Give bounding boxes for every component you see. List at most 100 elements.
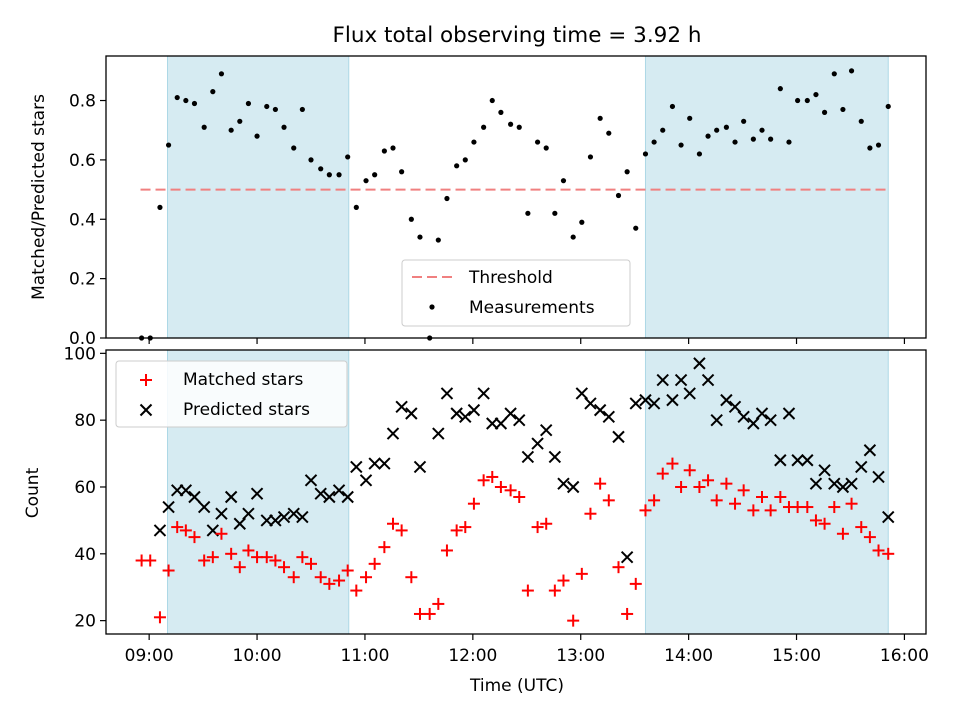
predicted-star-point [432,427,445,440]
matched-star-point [594,477,607,490]
top-y-tick-label: 0.6 [69,151,96,171]
top-y-tick-label: 0.8 [69,92,96,112]
measurement-point [552,210,558,216]
predicted-star-point [639,393,652,407]
x-axis-label: Time (UTC) [469,676,564,696]
predicted-star-point [233,517,246,530]
measurement-point [560,178,567,184]
predicted-star-point [250,487,264,500]
matched-star-point [656,467,669,480]
matched-star-point [341,564,354,577]
matched-star-point [602,494,615,507]
matched-star-point [557,574,570,587]
matched-star-point [287,571,300,584]
matched-star-point [494,480,507,493]
matched-star-point [504,484,517,497]
measurement-point [678,142,684,148]
matched-star-point [756,491,768,504]
bottom-y-tick-label: 60 [74,478,96,498]
measurement-point [768,136,774,142]
measurement-point [390,145,396,151]
measurement-point [336,172,342,178]
predicted-star-point [287,507,300,520]
measurement-point [417,234,423,240]
predicted-star-point [782,407,796,420]
top-panel: 0.00.20.40.60.8 Matched/Predicted stars … [29,55,927,349]
measurement-point [191,100,198,107]
predicted-star-point [440,387,454,400]
measurement-point [254,133,260,139]
measurement-point [272,106,278,113]
top-observing-window-1 [167,56,349,338]
predicted-star-point [459,410,472,424]
matched-star-point [540,517,553,530]
measurement-point [633,225,639,231]
matched-star-point [801,501,814,514]
predicted-star-point [395,400,408,414]
measurement-point [508,121,514,127]
measurement-point [821,109,828,115]
matched-star-point [693,480,706,493]
measurement-point [732,139,738,145]
matched-star-point [278,561,291,574]
measurement-point [454,163,460,169]
x-tick-label: 11:00 [340,646,389,666]
predicted-star-point [277,510,291,524]
predicted-star-point [701,373,715,387]
predicted-star-point [710,413,723,427]
measurement-point [444,195,450,202]
predicted-star-point [323,490,336,504]
x-tick-label: 10:00 [233,646,282,666]
predicted-star-point [764,413,777,427]
matched-star-point [845,497,858,510]
predicted-star-point [855,460,868,474]
predicted-star-point [557,477,570,490]
predicted-star-point [224,490,238,504]
predicted-star-point [836,480,850,494]
x-tick-label: 09:00 [125,646,174,666]
measurement-point [759,127,765,133]
predicted-star-point [494,417,508,430]
top-y-axis: 0.0 0.2 0.4 0.6 0.8 [69,92,106,349]
predicted-star-point [350,460,363,474]
matched-star-point [639,504,652,517]
matched-star-point [648,494,661,507]
measurement-point [543,145,549,151]
matched-star-point [242,544,255,557]
measurement-points [139,68,891,341]
measurement-point [245,100,252,107]
matched-star-point [774,491,787,504]
predicted-star-point [882,510,895,524]
predicted-star-point [531,437,544,450]
predicted-star-point [612,430,625,444]
measurement-point [579,219,585,225]
matched-star-point [575,567,588,580]
predicted-star-point [720,393,733,407]
predicted-star-point [755,407,769,420]
bottom-y-tick-label: 80 [74,411,96,431]
matched-star-point [872,544,885,557]
predicted-star-point [513,413,526,427]
predicted-star-point [215,507,228,520]
measurement-point [462,157,468,163]
top-y-tick-label: 0.2 [69,270,96,290]
measurement-point [157,204,163,210]
measurement-point [741,118,747,124]
matched-star-point [729,497,742,510]
measurement-point [201,124,207,130]
predicted-star-point [314,487,327,500]
x-tick-label: 15:00 [772,646,821,666]
matched-star-point [467,497,480,510]
matched-star-point [440,544,453,557]
measurement-point [281,124,287,130]
predicted-star-point [575,387,589,400]
legend-measurements-label: Measurements [469,298,595,318]
measurement-point [858,118,864,124]
matched-star-point [702,474,715,487]
measurement-point [291,145,297,151]
matched-star-point [423,607,436,620]
measurement-point [471,139,477,145]
matched-star-point [675,480,688,493]
matched-star-point [333,574,346,587]
measurement-point [363,178,369,184]
